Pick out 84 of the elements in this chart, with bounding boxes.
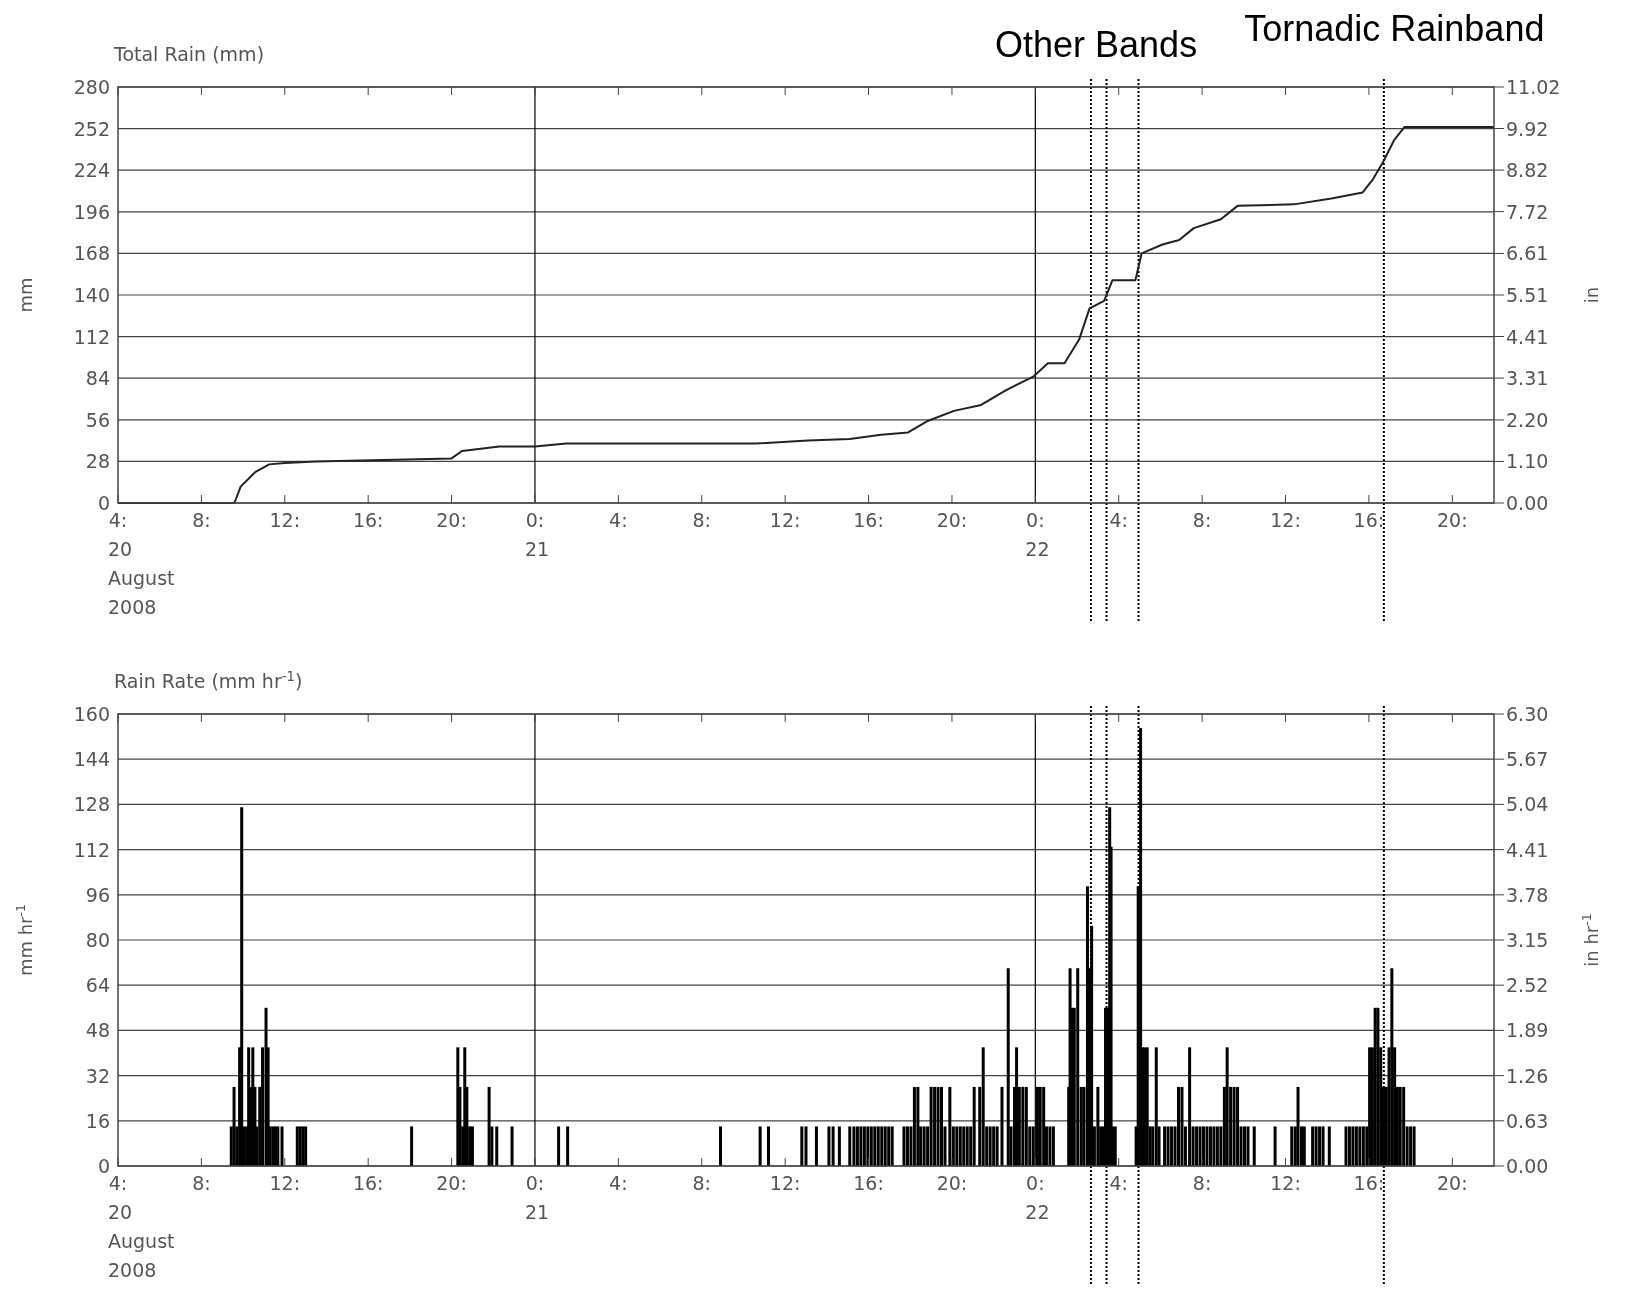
y2-tick-label: 6.30 (1506, 703, 1549, 725)
ref-line-label: Tornadic Rainband (1244, 8, 1545, 49)
y-tick-label: 160 (73, 703, 110, 725)
y2-tick-label: 2.52 (1506, 974, 1549, 997)
y-tick-label: 252 (73, 117, 110, 140)
y2-tick-label: 4.41 (1506, 838, 1549, 861)
y-tick-label: 80 (85, 929, 110, 951)
x-tick-label: 12: (769, 509, 801, 531)
y2-tick-label: 4.41 (1506, 325, 1549, 348)
y2-tick-label: 0.00 (1506, 1155, 1549, 1177)
y-tick-label: 48 (85, 1019, 110, 1042)
x-tick-label: 8: (1192, 509, 1212, 531)
chart-title: Rain Rate (mm hr$^{-1}$) (114, 668, 303, 692)
y2-tick-label: 7.72 (1506, 200, 1549, 223)
x-tick-label: 8: (1192, 1172, 1212, 1194)
y2-tick-label: 1.89 (1506, 1019, 1549, 1042)
y-tick-label: 96 (85, 883, 110, 906)
x-tick-label: 12: (269, 509, 301, 531)
ref-line-label: Other Bands (995, 24, 1198, 65)
x-tick-label: 4: (1109, 1172, 1128, 1194)
y2-tick-label: 5.67 (1506, 748, 1549, 771)
x-tick-label: 16: (352, 509, 384, 531)
x-tick-label: 4: (609, 509, 628, 531)
x-tick-label: 16: (352, 1172, 384, 1194)
x-tick-label: 8: (692, 509, 712, 531)
x-tick-label: 16: (1353, 509, 1385, 531)
y2-tick-label: 2.20 (1506, 408, 1549, 431)
x-tick-label: 20: (1437, 1172, 1468, 1194)
y2-tick-label: 3.78 (1506, 883, 1549, 906)
y2-tick-label: 11.02 (1506, 76, 1561, 98)
x-tick-label: 12: (1270, 509, 1301, 531)
x-tick-label: 4: 20 August 2008 (108, 1172, 175, 1281)
y2-tick-label: 0.63 (1506, 1109, 1549, 1132)
x-tick-label: 4: (1109, 509, 1128, 531)
x-tick-label: 8: (192, 509, 211, 531)
y-tick-label: 32 (85, 1064, 110, 1087)
y-tick-label: 84 (85, 367, 110, 390)
x-tick-label: 0: 21 (524, 1172, 550, 1223)
y-tick-label: 64 (85, 974, 110, 997)
x-tick-label: 8: (192, 1172, 211, 1194)
x-tick-label: 20: (936, 1172, 968, 1194)
y2-tick-label: 5.51 (1506, 284, 1549, 306)
y-tick-label: 112 (73, 325, 110, 348)
y-tick-label: 144 (73, 748, 110, 771)
y2-tick-label: 3.31 (1506, 367, 1549, 390)
x-tick-label: 4: 20 August 2008 (108, 509, 175, 618)
x-tick-label: 12: (1270, 1172, 1301, 1194)
y2-tick-label: 6.61 (1506, 242, 1549, 265)
y-tick-label: 112 (73, 838, 110, 861)
x-tick-label: 12: (769, 1172, 801, 1194)
y-tick-label: 0 (97, 1155, 110, 1177)
x-tick-label: 20: (436, 509, 467, 531)
y2-tick-label: 0.00 (1506, 492, 1549, 514)
y-tick-label: 0 (97, 492, 110, 514)
y-tick-label: 128 (73, 793, 110, 816)
chart-title: Total Rain (mm) (113, 43, 265, 65)
y-tick-label: 224 (73, 159, 110, 182)
y-tick-label: 168 (73, 242, 110, 265)
x-tick-label: 12: (269, 1172, 301, 1194)
x-tick-label: 0: 22 (1025, 509, 1050, 560)
x-tick-label: 20: (936, 509, 968, 531)
y-tick-label: 280 (73, 76, 110, 98)
y2-tick-label: 1.10 (1506, 450, 1549, 473)
x-tick-label: 20: (1437, 509, 1468, 531)
y-tick-label: 56 (85, 408, 110, 431)
x-tick-label: 16: (1353, 1172, 1385, 1194)
y2-tick-label: 5.04 (1506, 793, 1549, 816)
y2-tick-label: 9.92 (1506, 117, 1549, 140)
x-tick-label: 20: (436, 1172, 467, 1194)
y2-tick-label: 1.26 (1506, 1064, 1549, 1087)
x-tick-label: 0: 21 (524, 509, 550, 560)
x-tick-label: 4: (609, 1172, 628, 1194)
x-tick-label: 16: (853, 1172, 884, 1194)
y-tick-label: 16 (85, 1109, 110, 1132)
y2-tick-label: 3.15 (1506, 929, 1549, 951)
x-tick-label: 0: 22 (1025, 1172, 1050, 1223)
y-tick-label: 196 (73, 200, 110, 223)
y-axis-title: mm (15, 277, 36, 313)
y-tick-label: 140 (73, 284, 110, 306)
x-tick-label: 8: (692, 1172, 712, 1194)
y2-axis-title: in (1581, 286, 1602, 304)
x-tick-label: 16: (853, 509, 884, 531)
y2-tick-label: 8.82 (1506, 159, 1549, 182)
y-tick-label: 28 (85, 450, 110, 473)
